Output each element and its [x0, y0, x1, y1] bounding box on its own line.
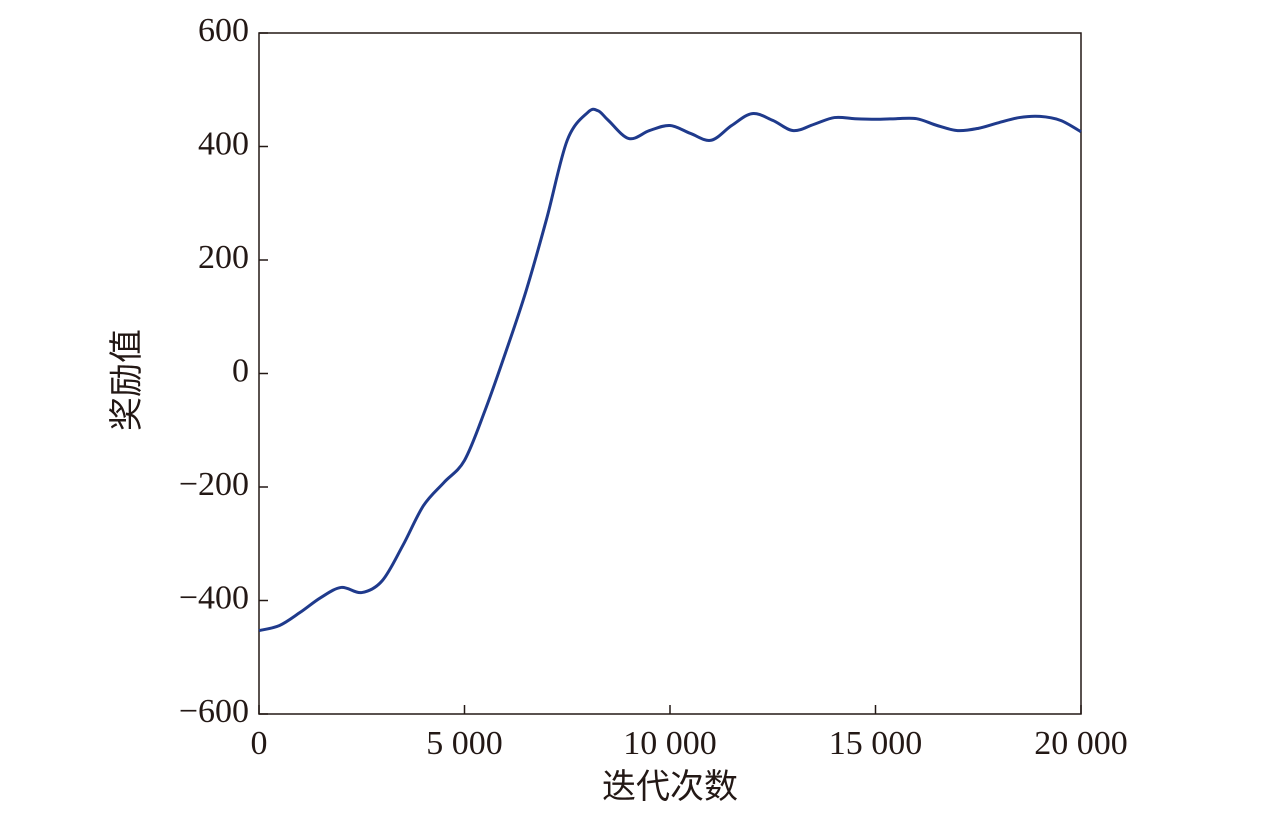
y-tick-label: −400 — [179, 579, 249, 616]
plot-frame — [258, 32, 1082, 715]
data-line — [258, 107, 1082, 633]
y-tick-label: 0 — [232, 352, 249, 389]
y-tick-label: 600 — [198, 12, 249, 49]
y-axis-label: 奖励值 — [108, 329, 146, 431]
x-tick-label: 20 000 — [1034, 725, 1128, 762]
x-tick-label: 5 000 — [426, 725, 503, 762]
y-tick-label: 200 — [198, 239, 249, 276]
x-axis-label: 迭代次数 — [602, 768, 738, 806]
x-tick-label: 15 000 — [829, 725, 923, 762]
y-tick-label: −600 — [179, 693, 249, 730]
y-tick-label: 400 — [198, 125, 249, 162]
x-tick-label: 10 000 — [623, 725, 717, 762]
y-tick-label: −200 — [179, 466, 249, 503]
x-tick-label: 0 — [251, 725, 268, 762]
